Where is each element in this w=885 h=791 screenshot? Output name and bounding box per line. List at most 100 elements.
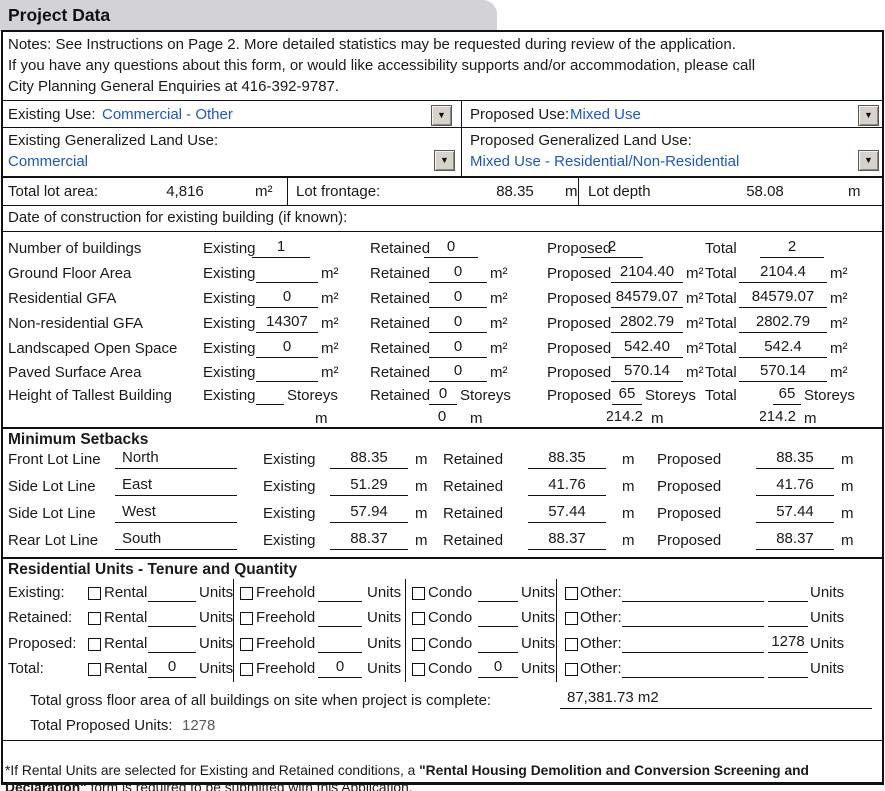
retained-value-field[interactable]: 88.35 xyxy=(528,449,606,469)
existing-value-field[interactable]: 88.37 xyxy=(330,530,408,550)
total-value-field[interactable]: 2 xyxy=(760,238,824,258)
existing-value-field[interactable]: 0 xyxy=(256,288,318,308)
proposed-land-use-dropdown-button[interactable]: ▼ xyxy=(858,150,879,171)
condo-checkbox[interactable] xyxy=(412,612,425,625)
total-value-field[interactable]: 2802.79 xyxy=(739,313,827,333)
existing-value-field[interactable]: 88.35 xyxy=(330,449,408,469)
lot-depth-value[interactable]: 58.08 xyxy=(746,183,784,200)
total-word: Total xyxy=(705,387,737,404)
other-description-field[interactable] xyxy=(622,658,764,678)
freehold-checkbox[interactable] xyxy=(240,612,253,625)
existing-value-field[interactable] xyxy=(256,263,318,283)
existing-land-use-value[interactable]: Commercial xyxy=(8,153,89,170)
existing-land-use-dropdown-button[interactable]: ▼ xyxy=(434,150,455,171)
other-checkbox[interactable] xyxy=(565,612,578,625)
proposed-value-field[interactable]: 88.37 xyxy=(756,530,834,550)
existing-value-field[interactable]: 14307 xyxy=(256,313,318,333)
existing-use-value[interactable]: Commercial - Other xyxy=(102,106,233,123)
proposed-use-dropdown-button[interactable]: ▼ xyxy=(858,105,879,126)
lot-frontage-value[interactable]: 88.35 xyxy=(496,183,534,200)
proposed-value-field[interactable]: 214.2 xyxy=(602,408,648,428)
condo-units-field[interactable]: 0 xyxy=(478,658,518,678)
retained-value-field[interactable]: 0 xyxy=(429,385,457,405)
retained-value-field[interactable]: 88.37 xyxy=(528,530,606,550)
proposed-value-field[interactable]: 88.35 xyxy=(756,449,834,469)
existing-value-field[interactable]: 1 xyxy=(252,238,310,258)
retained-value-field[interactable]: 0 xyxy=(429,288,487,308)
proposed-value-field[interactable]: 2104.40 xyxy=(611,263,683,283)
existing-value-field[interactable] xyxy=(256,362,318,382)
freehold-units-field[interactable] xyxy=(318,582,362,602)
direction-field[interactable]: West xyxy=(115,503,237,523)
freehold-units-field[interactable] xyxy=(318,633,362,653)
existing-value-field[interactable] xyxy=(256,385,284,405)
retained-value-field[interactable]: 41.76 xyxy=(528,476,606,496)
rental-checkbox[interactable] xyxy=(88,638,101,651)
direction-field[interactable]: South xyxy=(115,530,237,550)
other-units-field[interactable] xyxy=(768,582,808,602)
proposed-value-field[interactable]: 65 xyxy=(612,385,642,405)
rental-units-field[interactable] xyxy=(148,582,196,602)
freehold-checkbox[interactable] xyxy=(240,587,253,600)
retained-value-field[interactable]: 0 xyxy=(424,238,478,258)
freehold-units-field[interactable]: 0 xyxy=(318,658,362,678)
other-description-field[interactable] xyxy=(622,633,764,653)
existing-value-field[interactable] xyxy=(262,408,312,428)
proposed-value-field[interactable]: 570.14 xyxy=(611,362,683,382)
proposed-value-field[interactable]: 57.44 xyxy=(756,503,834,523)
proposed-value-field[interactable]: 2802.79 xyxy=(611,313,683,333)
other-checkbox[interactable] xyxy=(565,663,578,676)
existing-value-field[interactable]: 51.29 xyxy=(330,476,408,496)
retained-value-field[interactable]: 0 xyxy=(429,362,487,382)
condo-units-field[interactable] xyxy=(478,633,518,653)
total-value-field[interactable]: 84579.07 xyxy=(739,288,827,308)
rental-checkbox[interactable] xyxy=(88,663,101,676)
rental-units-field[interactable]: 0 xyxy=(148,658,196,678)
total-value-field[interactable]: 2104.4 xyxy=(739,263,827,283)
condo-units-field[interactable] xyxy=(478,582,518,602)
retained-value-field[interactable]: 0 xyxy=(429,263,487,283)
proposed-value-field[interactable]: 41.76 xyxy=(756,476,834,496)
other-description-field[interactable] xyxy=(622,582,764,602)
total-value-field[interactable]: 65 xyxy=(773,385,801,405)
freehold-units-field[interactable] xyxy=(318,607,362,627)
rental-units-field[interactable] xyxy=(148,607,196,627)
other-units-field[interactable]: 1278 xyxy=(768,633,808,653)
direction-field[interactable]: North xyxy=(115,449,237,469)
units-word: Units xyxy=(367,584,402,601)
proposed-use-value[interactable]: Mixed Use xyxy=(570,106,641,123)
retained-value-field[interactable]: 57.44 xyxy=(528,503,606,523)
proposed-value-field[interactable]: 84579.07 xyxy=(611,288,683,308)
condo-checkbox[interactable] xyxy=(412,587,425,600)
other-checkbox[interactable] xyxy=(565,638,578,651)
proposed-value-field[interactable]: 542.40 xyxy=(611,338,683,358)
other-checkbox[interactable] xyxy=(565,587,578,600)
rental-checkbox[interactable] xyxy=(88,587,101,600)
retained-value-field[interactable]: 0 xyxy=(417,408,467,428)
condo-checkbox[interactable] xyxy=(412,663,425,676)
other-units-field[interactable] xyxy=(768,658,808,678)
total-value-field[interactable]: 542.4 xyxy=(739,338,827,358)
divider xyxy=(1,127,882,128)
setback-row-side-west: Side Lot Line West Existing 57.94 m Reta… xyxy=(0,501,885,527)
other-units-field[interactable] xyxy=(768,607,808,627)
rental-checkbox[interactable] xyxy=(88,612,101,625)
lot-area-value[interactable]: 4,816 xyxy=(166,183,204,200)
existing-use-dropdown-button[interactable]: ▼ xyxy=(431,105,452,126)
proposed-land-use-value[interactable]: Mixed Use - Residential/Non-Residential xyxy=(470,153,740,170)
freehold-checkbox[interactable] xyxy=(240,638,253,651)
freehold-checkbox[interactable] xyxy=(240,663,253,676)
retained-value-field[interactable]: 0 xyxy=(429,338,487,358)
direction-field[interactable]: East xyxy=(115,476,237,496)
existing-value-field[interactable]: 0 xyxy=(256,338,318,358)
retained-value-field[interactable]: 0 xyxy=(429,313,487,333)
rental-units-field[interactable] xyxy=(148,633,196,653)
total-value-field[interactable]: 570.14 xyxy=(739,362,827,382)
total-gfa-value-field[interactable]: 87,381.73 m2 xyxy=(560,689,872,709)
other-description-field[interactable] xyxy=(622,607,764,627)
total-value-field[interactable]: 214.2 xyxy=(755,408,801,428)
proposed-value-field[interactable]: 2 xyxy=(581,238,643,258)
condo-units-field[interactable] xyxy=(478,607,518,627)
existing-value-field[interactable]: 57.94 xyxy=(330,503,408,523)
condo-checkbox[interactable] xyxy=(412,638,425,651)
